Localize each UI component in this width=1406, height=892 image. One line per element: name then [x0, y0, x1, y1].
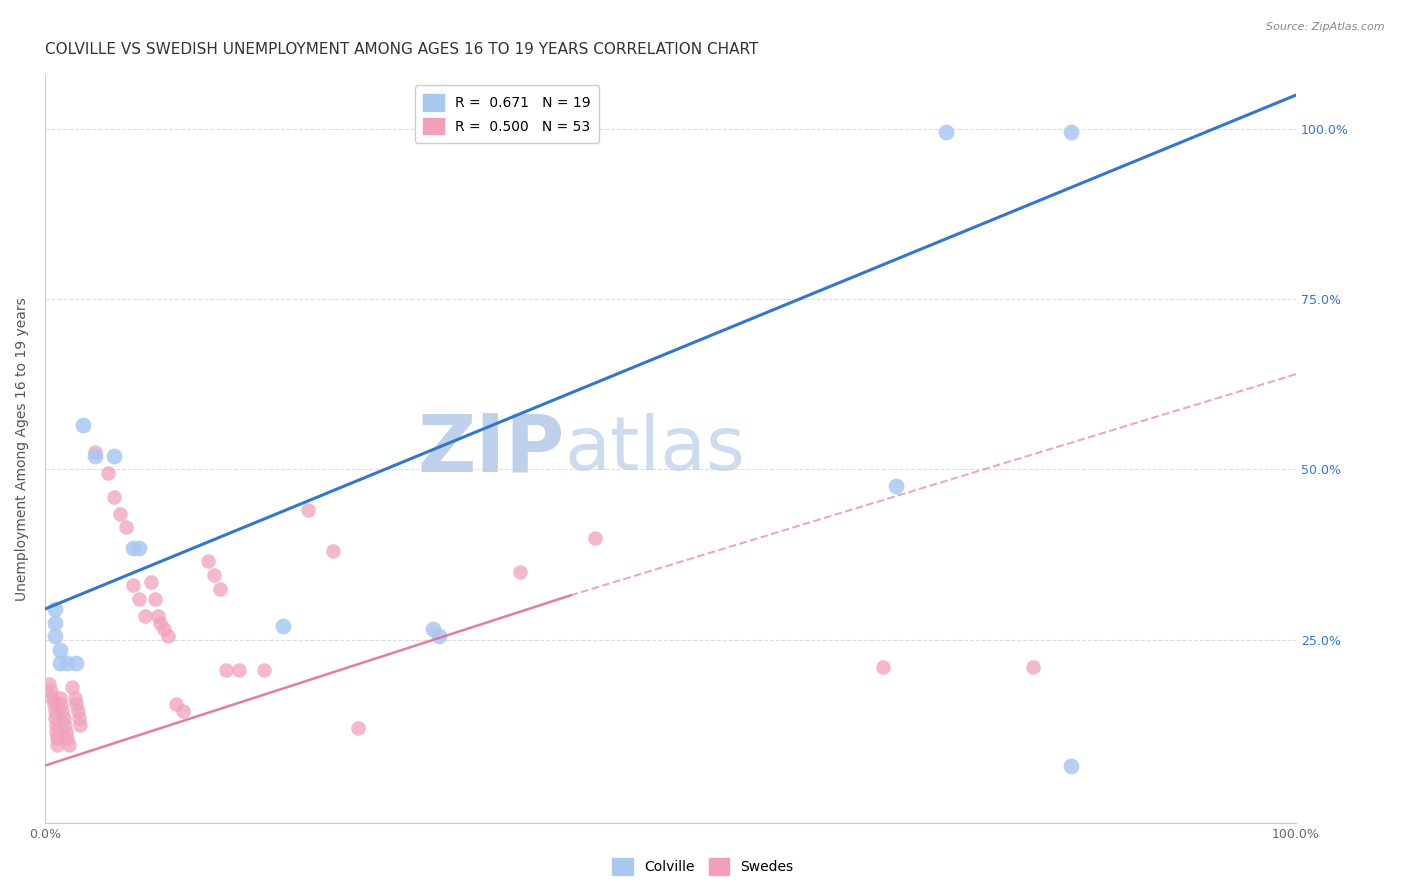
Point [67, 711, 90, 725]
Point [46, 738, 69, 752]
Point [134, 608, 156, 623]
Text: Source: ZipAtlas.com: Source: ZipAtlas.com [1267, 22, 1385, 32]
Point [149, 615, 172, 630]
Point [209, 582, 232, 596]
Point [872, 660, 894, 674]
Point [1060, 125, 1083, 139]
Point [156, 629, 179, 643]
Point [49, 657, 72, 671]
Point [146, 608, 169, 623]
Point [72, 418, 94, 433]
Point [45, 717, 67, 731]
Point [53, 717, 76, 731]
Legend: Colville, Swedes: Colville, Swedes [607, 853, 799, 880]
Point [322, 544, 344, 558]
Point [1060, 758, 1083, 772]
Point [103, 490, 125, 504]
Point [103, 449, 125, 463]
Point [202, 568, 225, 582]
Point [165, 698, 187, 712]
Y-axis label: Unemployment Among Ages 16 to 19 years: Unemployment Among Ages 16 to 19 years [15, 297, 30, 601]
Point [49, 690, 72, 705]
Point [197, 554, 219, 568]
Point [45, 724, 67, 739]
Point [1022, 660, 1045, 674]
Point [52, 711, 75, 725]
Text: ZIP: ZIP [418, 410, 564, 488]
Point [56, 731, 79, 746]
Point [69, 717, 91, 731]
Point [585, 531, 607, 545]
Point [253, 663, 276, 677]
Point [141, 574, 163, 589]
Point [38, 677, 60, 691]
Point [128, 591, 150, 606]
Point [55, 724, 77, 739]
Text: atlas: atlas [564, 412, 745, 485]
Point [297, 503, 319, 517]
Point [63, 690, 86, 705]
Point [62, 681, 84, 695]
Point [121, 541, 143, 555]
Point [66, 704, 89, 718]
Point [44, 704, 66, 718]
Point [42, 698, 65, 712]
Text: COLVILLE VS SWEDISH UNEMPLOYMENT AMONG AGES 16 TO 19 YEARS CORRELATION CHART: COLVILLE VS SWEDISH UNEMPLOYMENT AMONG A… [45, 42, 758, 57]
Point [108, 507, 131, 521]
Point [65, 657, 87, 671]
Point [153, 623, 176, 637]
Point [44, 615, 66, 630]
Point [46, 731, 69, 746]
Legend: R =  0.671   N = 19, R =  0.500   N = 53: R = 0.671 N = 19, R = 0.500 N = 53 [415, 86, 599, 143]
Point [884, 479, 907, 493]
Point [128, 541, 150, 555]
Point [49, 643, 72, 657]
Point [44, 711, 66, 725]
Point [228, 663, 250, 677]
Point [121, 578, 143, 592]
Point [84, 449, 107, 463]
Point [346, 721, 368, 735]
Point [51, 698, 73, 712]
Point [143, 591, 166, 606]
Point [172, 704, 194, 718]
Point [115, 520, 138, 534]
Point [51, 704, 73, 718]
Point [44, 629, 66, 643]
Point [509, 565, 531, 579]
Point [56, 657, 79, 671]
Point [427, 629, 450, 643]
Point [39, 683, 62, 698]
Point [271, 619, 294, 633]
Point [422, 623, 444, 637]
Point [65, 698, 87, 712]
Point [96, 466, 118, 480]
Point [44, 602, 66, 616]
Point [84, 445, 107, 459]
Point [935, 125, 957, 139]
Point [41, 690, 63, 705]
Point [215, 663, 238, 677]
Point [58, 738, 80, 752]
